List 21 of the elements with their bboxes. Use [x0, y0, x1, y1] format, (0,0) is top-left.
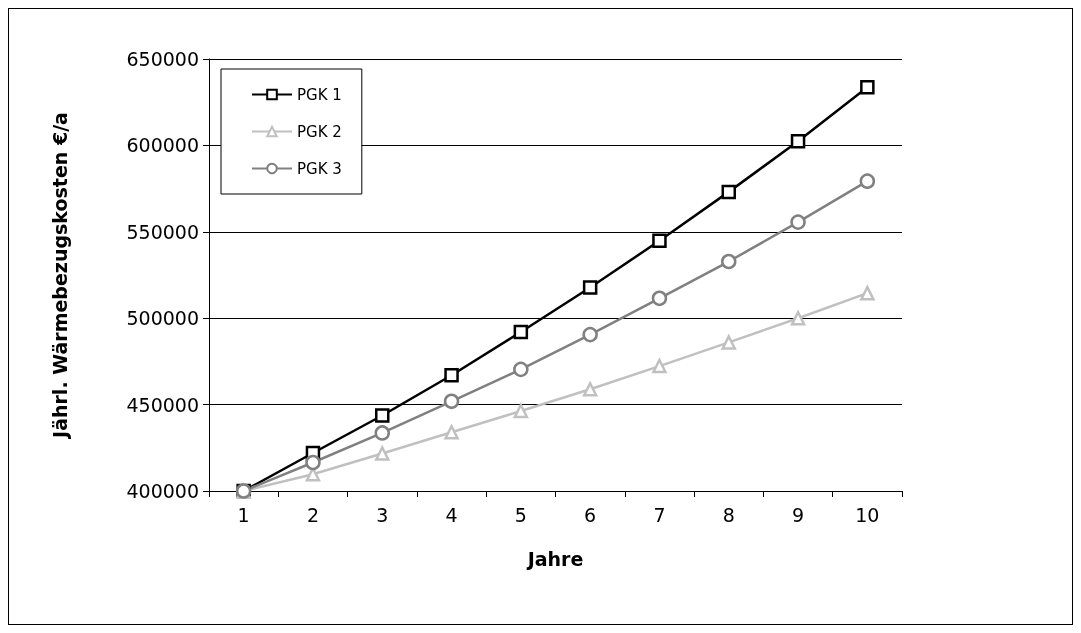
legend-label: PGK 1 — [297, 85, 342, 104]
y-tick-label: 650000 — [126, 48, 199, 70]
x-tick-label: 4 — [445, 503, 458, 526]
y-tick-label: 500000 — [126, 307, 199, 330]
y-tick-label: 400000 — [126, 480, 199, 502]
x-tick-label: 10 — [855, 503, 880, 526]
x-tick-label: 3 — [376, 503, 389, 526]
x-tick-label: 7 — [653, 503, 666, 526]
x-tick-label: 2 — [306, 503, 319, 526]
y-axis-title: Jährl. Wärmebezugskosten €/a — [48, 112, 71, 440]
y-tick-label: 450000 — [126, 393, 199, 416]
legend-label: PGK 2 — [297, 122, 342, 141]
x-axis-title: Jahre — [525, 547, 584, 570]
x-tick-label: 8 — [722, 503, 735, 526]
y-tick-label: 550000 — [126, 220, 199, 243]
x-tick-label: 1 — [237, 503, 250, 526]
legend-label: PGK 3 — [297, 159, 342, 178]
x-tick-label: 5 — [514, 503, 527, 526]
x-tick-label: 9 — [792, 503, 805, 526]
y-tick-label: 600000 — [126, 134, 199, 157]
x-tick-label: 6 — [584, 503, 597, 526]
